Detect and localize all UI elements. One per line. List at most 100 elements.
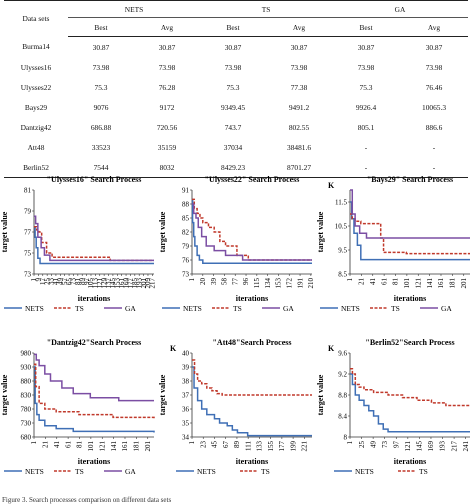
series-line-nets	[350, 373, 470, 433]
x-tick-label: 1	[188, 278, 196, 282]
figure-caption: Figure 3. Search processes comparison on…	[2, 496, 172, 504]
y-tick-label: 10.5	[335, 222, 348, 230]
dataset-name-cell: Ulysses16	[20, 62, 52, 72]
x-tick-label: 177	[127, 278, 135, 289]
y-tick-label: 76	[182, 256, 190, 264]
y-tick-label: 73	[182, 270, 190, 278]
x-tick-label: 21	[358, 278, 366, 286]
x-tick-label: 97	[83, 278, 91, 286]
x-tick-label: 137	[105, 278, 113, 289]
series-line-ts	[34, 226, 154, 262]
y-tick-label: 930	[21, 363, 32, 371]
x-tick-label: 101	[87, 441, 95, 452]
y-axis-label: target value	[0, 211, 9, 252]
chart-att48: "Att48"Search Process K 34 35 36 37 38 39 40 1 23 4…	[158, 338, 312, 476]
y-tick-label: 88	[182, 200, 190, 208]
legend-label-ts: TS	[75, 304, 84, 313]
value-cell: 8701.27	[266, 157, 333, 178]
x-tick-label: 21	[42, 441, 50, 449]
x-tick-label: 121	[414, 278, 422, 289]
x-tick-label: 169	[122, 278, 130, 289]
x-tick-label: 89	[233, 441, 241, 449]
y-tick-label: 9.6	[338, 349, 347, 357]
x-tick-label: 23	[199, 441, 207, 449]
x-tick-label: 25	[358, 441, 366, 449]
y-tick-label: 8	[344, 433, 348, 441]
chart-ulysses22: "Ulysses22" Search Process 73 76 79 82 85 88 91…	[158, 175, 315, 313]
legend-label-nets: NETS	[25, 304, 44, 313]
x-tick-label: 241	[462, 441, 470, 452]
x-tick-label: 41	[53, 441, 61, 449]
subheader-cell: Best	[332, 17, 401, 37]
x-tick-label: 115	[253, 278, 261, 289]
x-tick-label: 33	[48, 278, 56, 286]
y-tick-label: 38	[182, 377, 190, 385]
y-axis-label: target value	[158, 211, 167, 252]
y-tick-label: 8.4	[338, 412, 347, 420]
x-tick-label: 17	[39, 278, 47, 286]
value-cell: 686.88	[90, 122, 112, 132]
x-tick-label: 97	[392, 441, 400, 449]
chart-title: "Berlin52"Search Process	[365, 338, 454, 347]
y-axis-label: target value	[0, 374, 9, 415]
x-tick-label: 121	[96, 278, 104, 289]
value-cell: -	[364, 142, 368, 152]
y-tick-label: 980	[21, 349, 32, 357]
y-axis-label: target value	[316, 211, 325, 252]
value-cell: 75.3	[359, 82, 373, 92]
results-table-section: Data sets NETS TS GA Best Avg Best Avg B…	[0, 0, 474, 178]
value-cell: 73.98	[224, 62, 242, 72]
chart-dantzig42: "Dantzig42"Search Process 680 730 780 830 880…	[0, 338, 155, 476]
value-cell: 7544	[68, 157, 134, 178]
dataset-name-cell: Bays29	[24, 102, 48, 112]
x-tick-label: 77	[231, 278, 239, 286]
dataset-name-cell: Burma14	[22, 42, 50, 52]
legend-label-nets: NETS	[355, 467, 374, 476]
x-tick-label: 73	[381, 441, 389, 449]
x-tick-label: 105	[87, 278, 95, 289]
table-row: Berlin52 7544 8032 8429.23 8701.27- -	[4, 157, 469, 178]
x-tick-label: 81	[392, 278, 400, 286]
x-tick-label: 89	[78, 278, 86, 286]
legend-label-ga: GA	[441, 304, 452, 313]
value-cell: 9926.4	[355, 102, 377, 112]
y-tick-label: 780	[21, 405, 32, 413]
y-tick-label: 40	[182, 349, 190, 357]
series-line-ga	[350, 189, 470, 239]
x-tick-label: 193	[135, 278, 143, 289]
row-header-cell: Data sets	[4, 0, 68, 37]
x-tick-label: 41	[369, 278, 377, 286]
y-tick-label: 81	[24, 186, 32, 194]
x-tick-label: 73	[70, 278, 78, 286]
x-tick-label: 49	[57, 278, 65, 286]
series-line-nets	[192, 366, 312, 437]
legend-label-ts: TS	[391, 304, 400, 313]
x-tick-label: 191	[296, 278, 304, 289]
x-axis-label: iterations	[236, 294, 268, 303]
unit-mark-label: K	[170, 344, 177, 353]
y-tick-label: 35	[182, 419, 190, 427]
table-row: Ulysses22 75.3 76.28 75.3 77.38 75.3 76.46	[4, 77, 468, 97]
x-tick-label: 181	[133, 441, 141, 452]
value-cell: 38481.6	[287, 142, 312, 152]
unit-mark-label: K	[328, 344, 335, 353]
value-cell: -	[432, 142, 436, 152]
value-cell: 743.7	[224, 122, 242, 132]
chart-title: "Ulysses16" Search Process	[47, 175, 142, 184]
y-tick-label: 79	[24, 207, 32, 215]
value-cell: 30.87	[357, 42, 375, 52]
x-tick-label: 169	[427, 441, 435, 452]
x-tick-label: 153	[275, 278, 283, 289]
x-tick-label: 209	[144, 278, 152, 289]
series-line-nets	[34, 366, 155, 433]
x-tick-label: 145	[109, 278, 117, 289]
y-tick-label: 73	[24, 270, 32, 278]
value-cell: 75.3	[226, 82, 240, 92]
x-tick-label: 57	[61, 278, 69, 286]
x-tick-label: 199	[289, 441, 297, 452]
legend-label-ga: GA	[125, 467, 136, 476]
dataset-name-cell: Dantzig42	[20, 122, 52, 132]
value-cell: 30.87	[425, 42, 443, 52]
x-tick-label: 121	[404, 441, 412, 452]
x-tick-label: 121	[98, 441, 106, 452]
